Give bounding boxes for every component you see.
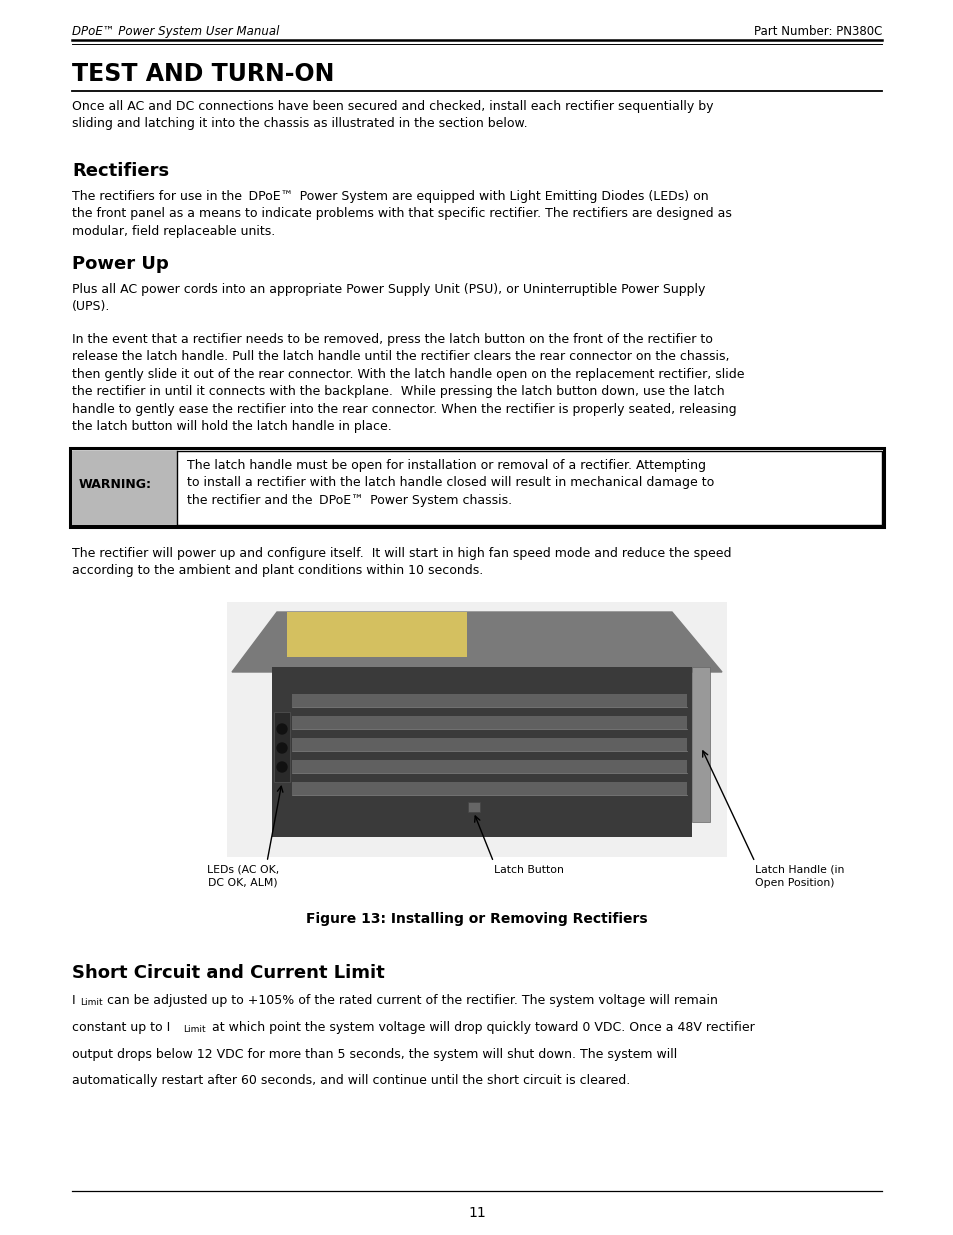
Text: can be adjusted up to +105% of the rated current of the rectifier. The system vo: can be adjusted up to +105% of the rated… — [107, 994, 717, 1007]
Text: In the event that a rectifier needs to be removed, press the latch button on the: In the event that a rectifier needs to b… — [71, 333, 743, 433]
Text: 11: 11 — [468, 1207, 485, 1220]
Text: output drops below 12 VDC for more than 5 seconds, the system will shut down. Th: output drops below 12 VDC for more than … — [71, 1047, 677, 1061]
Bar — [70, 448, 883, 527]
Bar — [292, 739, 686, 751]
Text: Part Number: PN380C: Part Number: PN380C — [753, 25, 882, 38]
Bar — [292, 782, 686, 795]
Bar — [227, 601, 726, 857]
Text: at which point the system voltage will drop quickly toward 0 VDC. Once a 48V rec: at which point the system voltage will d… — [212, 1021, 754, 1034]
Text: TEST AND TURN-ON: TEST AND TURN-ON — [71, 62, 334, 86]
Text: Once all AC and DC connections have been secured and checked, install each recti: Once all AC and DC connections have been… — [71, 100, 713, 131]
Bar — [272, 667, 691, 837]
Circle shape — [276, 724, 287, 734]
Text: The rectifier will power up and configure itself.  It will start in high fan spe: The rectifier will power up and configur… — [71, 547, 731, 578]
Bar — [292, 694, 686, 706]
Text: Latch Handle (in
Open Position): Latch Handle (in Open Position) — [754, 864, 843, 888]
Bar — [467, 802, 479, 811]
Text: DPoE™ Power System User Manual: DPoE™ Power System User Manual — [71, 25, 279, 38]
Text: Limit: Limit — [80, 999, 103, 1008]
Text: I: I — [71, 994, 75, 1007]
Bar — [292, 716, 686, 729]
Bar — [274, 713, 290, 782]
Text: Rectifiers: Rectifiers — [71, 162, 169, 180]
Circle shape — [276, 762, 287, 772]
Bar — [71, 451, 882, 525]
Text: constant up to I: constant up to I — [71, 1021, 170, 1034]
Bar — [71, 451, 177, 525]
Text: Plus all AC power cords into an appropriate Power Supply Unit (PSU), or Uninterr: Plus all AC power cords into an appropri… — [71, 283, 704, 314]
Bar — [287, 613, 467, 657]
Text: Limit: Limit — [183, 1025, 206, 1035]
Text: Short Circuit and Current Limit: Short Circuit and Current Limit — [71, 965, 384, 982]
Circle shape — [276, 743, 287, 753]
Text: automatically restart after 60 seconds, and will continue until the short circui: automatically restart after 60 seconds, … — [71, 1074, 630, 1088]
Text: The rectifiers for use in the  DPoE™  Power System are equipped with Light Emitt: The rectifiers for use in the DPoE™ Powe… — [71, 190, 731, 238]
Polygon shape — [232, 613, 721, 672]
Text: Figure 13: Installing or Removing Rectifiers: Figure 13: Installing or Removing Rectif… — [306, 911, 647, 926]
Text: Power Up: Power Up — [71, 254, 169, 273]
Bar — [691, 667, 709, 823]
Text: Latch Button: Latch Button — [493, 864, 563, 876]
Text: LEDs (AC OK,
DC OK, ALM): LEDs (AC OK, DC OK, ALM) — [207, 864, 279, 888]
Text: The latch handle must be open for installation or removal of a rectifier. Attemp: The latch handle must be open for instal… — [187, 459, 714, 508]
Text: WARNING:: WARNING: — [79, 478, 152, 492]
Bar — [292, 760, 686, 773]
